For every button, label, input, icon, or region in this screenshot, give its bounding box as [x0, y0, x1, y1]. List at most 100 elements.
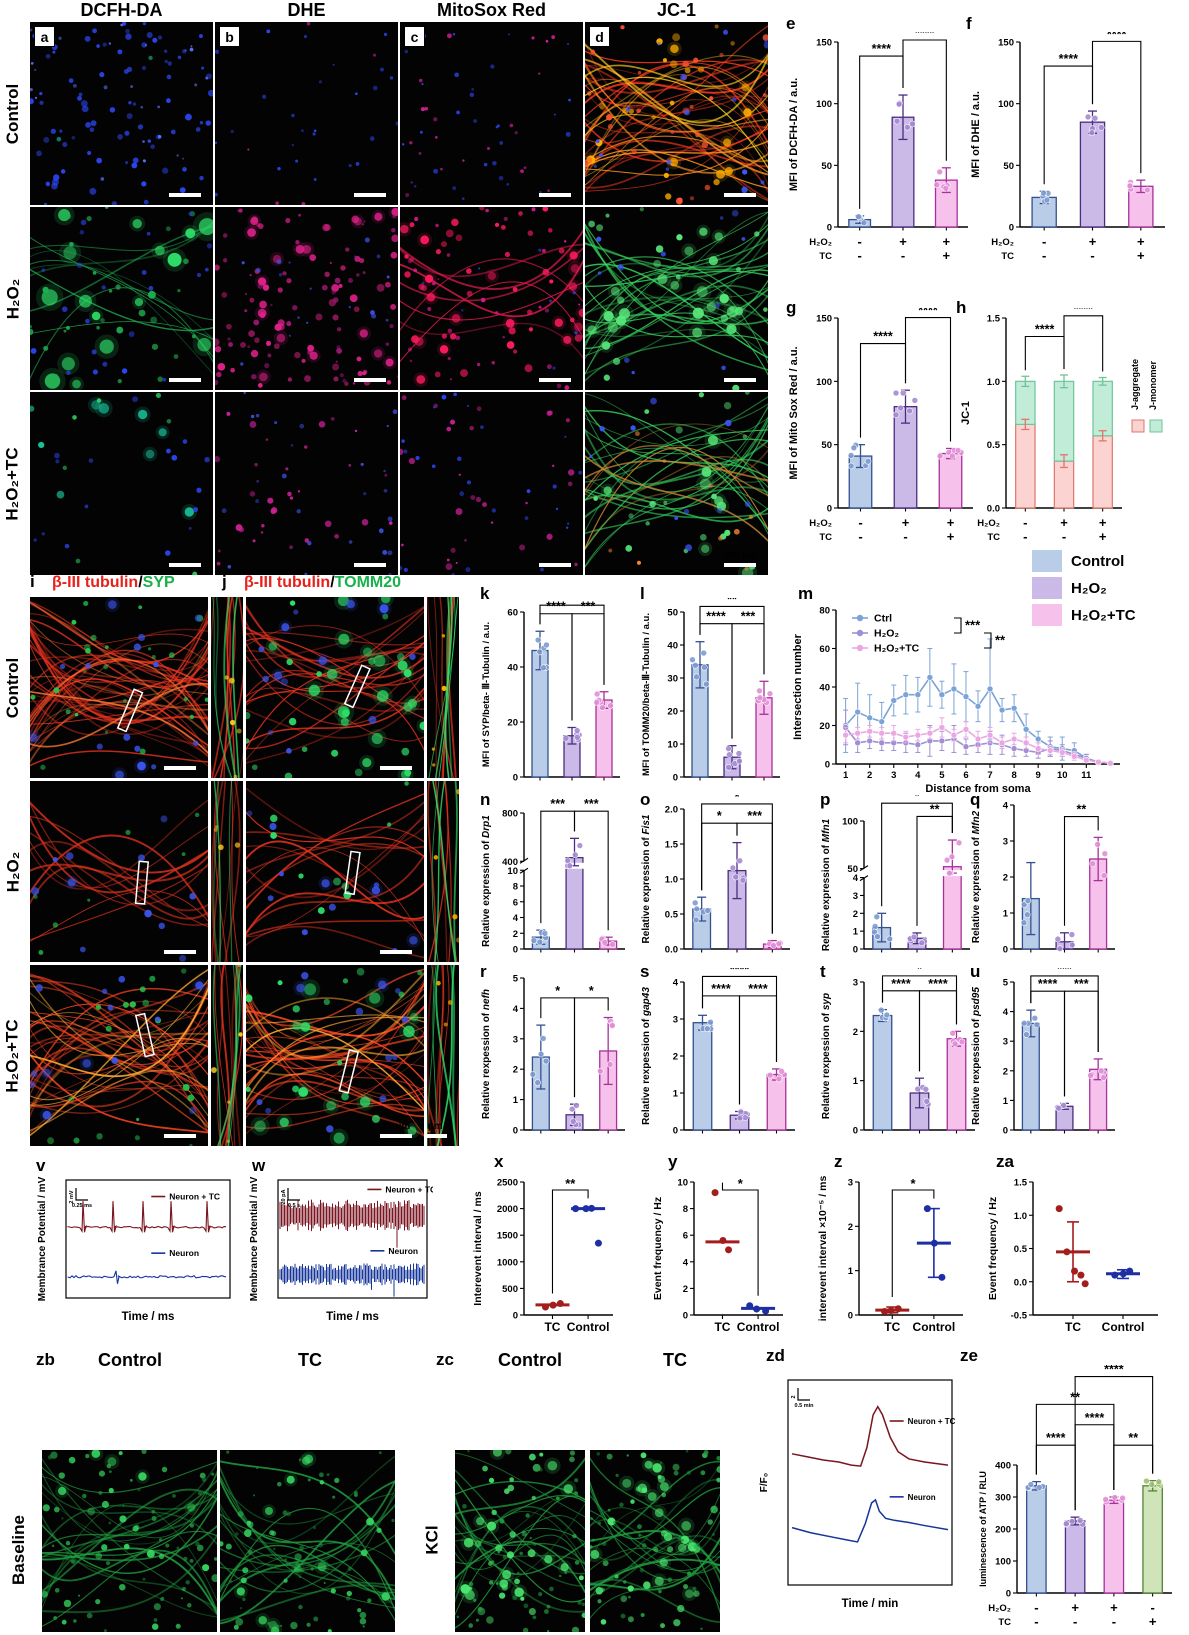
svg-text:**: ** — [565, 1176, 576, 1191]
svg-text:3: 3 — [1003, 837, 1008, 848]
svg-text:1.5: 1.5 — [987, 314, 1001, 325]
chart-svg: Membrance Potential / mV Time / ms Neuron … — [37, 1176, 231, 1323]
chart-svg: 0 1 2 3 4 Relative expression of Mfn2 ** — [971, 801, 1115, 956]
panel-letter-z: z — [834, 1152, 843, 1171]
panel-letter-i: i — [30, 572, 35, 591]
zb-header-control: Control — [98, 1350, 162, 1370]
svg-text:1: 1 — [848, 1266, 854, 1277]
svg-text:50: 50 — [821, 161, 832, 172]
trace-current-noise: Membrance Potential / mV Time / ms Neuron … — [248, 1172, 436, 1330]
micrograph-jc1-h2o2tc: 100 µm — [585, 392, 768, 575]
svg-text:***: *** — [1057, 968, 1072, 976]
svg-text:1.0: 1.0 — [665, 875, 678, 886]
svg-text:TC: TC — [1001, 251, 1014, 262]
svg-text:40: 40 — [507, 663, 518, 674]
svg-text:H₂O₂+TC: H₂O₂+TC — [874, 643, 920, 655]
micrograph-svg — [400, 207, 583, 390]
chart-svg: 0 100 200 300 400 luminescence of ATP / RLU **… — [978, 1363, 1172, 1629]
svg-text:0: 0 — [1009, 223, 1014, 234]
micrograph-mitosox-h2o2 — [400, 207, 583, 390]
svg-text:0: 0 — [513, 945, 518, 956]
svg-text:-: - — [1042, 248, 1046, 263]
svg-text:****: **** — [711, 982, 731, 996]
stacked-bar-chart-jc1: 0.0 0.5 1.0 1.5 JC-1 **** **** H₂O₂ - + + TC - - + J-ag… — [958, 302, 1186, 548]
svg-text:***: *** — [1074, 977, 1089, 991]
svg-text:Time / min: Time / min — [842, 1598, 899, 1610]
micrograph-svg: 5 µm — [427, 965, 459, 1146]
chart-svg: 0 20 40 60 MFI of SYP/beta- Ⅲ-Tubulin / a.u.… — [481, 591, 620, 784]
row-label-h2o2-tc: H₂O₂+TC — [3, 446, 23, 521]
svg-text:30: 30 — [667, 674, 678, 685]
svg-text:J-monomer: J-monomer — [1148, 360, 1158, 410]
svg-text:***: *** — [584, 797, 599, 811]
svg-text:1: 1 — [673, 1089, 679, 1100]
panel-letter-w: w — [252, 1156, 266, 1175]
svg-text:0.5 min: 0.5 min — [795, 1403, 815, 1409]
svg-text:**: ** — [995, 633, 1006, 648]
micrograph-kcl-tc — [590, 1450, 720, 1632]
svg-text:500: 500 — [502, 1284, 518, 1295]
panel-letter-s: s — [640, 962, 650, 981]
svg-text:60: 60 — [819, 644, 830, 655]
svg-text:0: 0 — [1006, 1589, 1011, 1600]
svg-text:3: 3 — [673, 1015, 678, 1026]
panel-letter-b: b — [219, 26, 240, 47]
panel-letter-d: d — [589, 26, 610, 47]
svg-text:**: ** — [727, 598, 737, 606]
column-header-jc1: JC-1 — [656, 0, 696, 20]
svg-text:*: * — [717, 809, 722, 823]
svg-text:-: - — [1034, 1614, 1038, 1629]
svg-text:TC: TC — [544, 1320, 560, 1334]
panel-letter-k: k — [480, 584, 490, 603]
svg-text:10: 10 — [667, 740, 678, 751]
micrograph-svg — [215, 22, 398, 205]
svg-text:800: 800 — [502, 809, 518, 820]
chart-svg: 0 500 1000 1500 2000 2500 Interevent interval … — [472, 1176, 613, 1334]
svg-text:150: 150 — [998, 38, 1014, 49]
chart-svg: 0 1 2 3 4 5 Relative rexpession of nefh * * — [481, 974, 625, 1137]
micrograph-tomm20-zoom-h2o2 — [427, 781, 459, 962]
svg-text:0.25 ms: 0.25 ms — [72, 1203, 92, 1209]
svg-text:20: 20 — [667, 707, 678, 718]
svg-text:50: 50 — [667, 608, 678, 619]
micrograph-kcl-control — [455, 1450, 585, 1632]
svg-text:+: + — [1149, 1614, 1157, 1629]
svg-text:0: 0 — [513, 1126, 518, 1137]
svg-text:-: - — [1073, 1614, 1077, 1629]
svg-text:***: *** — [747, 809, 762, 823]
column-header-dhe: DHE — [287, 0, 326, 20]
svg-text:0: 0 — [513, 773, 518, 784]
svg-text:200: 200 — [995, 1525, 1011, 1536]
micrograph-dhe-control — [215, 22, 398, 205]
svg-text:Neuron + TC: Neuron + TC — [908, 1417, 956, 1426]
svg-text:+: + — [899, 234, 907, 249]
zc-header-tc: TC — [663, 1350, 687, 1370]
svg-text:+: + — [943, 248, 951, 263]
panel-letter-y: y — [668, 1152, 678, 1171]
svg-text:****: **** — [915, 32, 935, 40]
panel-letter-r: r — [480, 962, 487, 981]
svg-text:3: 3 — [891, 770, 896, 781]
svg-text:H₂O₂: H₂O₂ — [977, 518, 1000, 529]
svg-text:TC: TC — [819, 251, 832, 262]
svg-text:4: 4 — [915, 770, 921, 781]
micrograph-dcfhda-h2o2 — [30, 207, 213, 390]
svg-text:80: 80 — [819, 606, 830, 617]
svg-text:Event frequency / Hz: Event frequency / Hz — [652, 1197, 664, 1300]
svg-text:+: + — [1137, 234, 1145, 249]
micrograph-svg — [220, 1450, 395, 1632]
mid-row-label-control: Control — [3, 657, 22, 718]
svg-text:****: **** — [1038, 977, 1058, 991]
svg-text:****: **** — [706, 610, 726, 624]
svg-text:Relative rexpession of gap43: Relative rexpession of gap43 — [641, 987, 652, 1125]
svg-text:Time / ms: Time / ms — [326, 1311, 379, 1323]
svg-text:****: **** — [873, 330, 893, 344]
svg-text:*: * — [735, 795, 740, 804]
micrograph-syp-zoom-h2o2 — [211, 781, 243, 962]
svg-text:****: **** — [546, 600, 566, 614]
panel-letter-t: t — [820, 962, 826, 981]
svg-text:25 µm: 25 µm — [382, 1121, 411, 1132]
svg-text:Relative expression of Mfn2: Relative expression of Mfn2 — [971, 810, 982, 943]
svg-text:0.5 s: 0.5 s — [288, 1203, 300, 1209]
